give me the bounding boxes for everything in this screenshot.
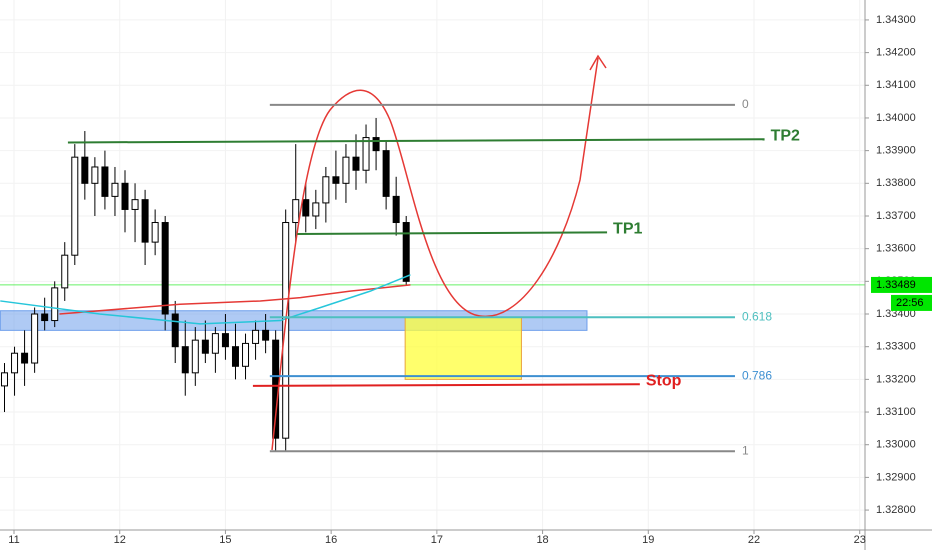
candle-body	[191, 339, 199, 374]
x-tick-label: 18	[536, 534, 548, 546]
candle-body	[292, 199, 300, 224]
x-tick-label: 17	[431, 534, 443, 546]
y-tick-label: 1.33200	[876, 373, 916, 385]
candle-body	[161, 222, 169, 315]
candle-body	[171, 313, 179, 348]
candle-body	[181, 346, 189, 374]
candle-body	[201, 339, 209, 354]
candle-body	[302, 199, 310, 217]
candle-body	[332, 176, 340, 184]
x-tick-label: 16	[325, 534, 337, 546]
y-tick-label: 1.34100	[876, 79, 916, 91]
y-tick-label: 1.32800	[876, 504, 916, 516]
x-tick-label: 22	[748, 534, 760, 546]
candle-body	[151, 222, 159, 243]
level-line	[67, 138, 765, 144]
fib-label: 1	[742, 443, 749, 457]
level-line	[297, 231, 608, 235]
time-tag-label: 22:56	[896, 297, 924, 309]
x-tick-label: 23	[854, 534, 866, 546]
y-tick-label: 1.32900	[876, 471, 916, 483]
candle-body	[211, 333, 219, 354]
candle-body	[111, 182, 119, 197]
candle-body	[61, 254, 69, 289]
projection-curve	[271, 54, 607, 451]
plot	[0, 117, 411, 452]
candle-body	[322, 176, 330, 204]
candle-body	[21, 352, 29, 364]
moving-average	[0, 274, 411, 325]
candle-body	[312, 202, 320, 217]
x-tick-label: 19	[642, 534, 654, 546]
y-tick-label: 1.33300	[876, 341, 916, 353]
y-tick-label: 1.34000	[876, 112, 916, 124]
y-tick-label: 1.33100	[876, 406, 916, 418]
candle-body	[51, 287, 59, 322]
candle-body	[71, 156, 79, 256]
y-tick-label: 1.33800	[876, 177, 916, 189]
x-tick-label: 11	[8, 534, 19, 546]
candle-body	[262, 329, 270, 341]
candle-body	[282, 222, 290, 439]
candle-body	[141, 199, 149, 243]
annotations: 0 0.618 0.786 1 TP2 TP1 Stop	[67, 97, 800, 457]
candle-body	[402, 222, 410, 282]
candle-body	[392, 195, 400, 224]
grid	[0, 0, 865, 530]
candle-body	[362, 137, 370, 171]
y-tick-label: 1.34200	[876, 47, 916, 59]
candle-body	[352, 156, 360, 171]
candle-body	[231, 346, 239, 367]
fib-label: 0.786	[742, 368, 772, 382]
level-line	[252, 383, 640, 387]
candle-body	[372, 137, 380, 152]
candle-body	[221, 333, 229, 348]
candle-body	[81, 156, 89, 184]
candle-body	[252, 329, 260, 344]
axis-labels: 1.32800 1.32900 1.33000 1.33100 1.33200 1.333…	[8, 14, 932, 546]
candle-body	[91, 166, 99, 184]
price-tag	[871, 276, 932, 293]
level-label: TP1	[613, 221, 642, 238]
y-tick-label: 1.33900	[876, 145, 916, 157]
y-tick-label: 1.33600	[876, 243, 916, 255]
candle-body	[0, 372, 8, 387]
candle-body	[31, 313, 39, 364]
candle-body	[11, 352, 19, 374]
price-tag-label: 1.33489	[876, 279, 916, 291]
fib-label: 0	[742, 97, 749, 111]
y-tick-label: 1.33000	[876, 439, 916, 451]
level-label: Stop	[646, 372, 682, 389]
x-tick-label: 12	[114, 534, 126, 546]
candle-body	[101, 166, 109, 197]
candle-body	[41, 313, 49, 322]
candle-body	[382, 150, 390, 197]
moving-average	[59, 284, 411, 315]
x-tick-label: 15	[219, 534, 231, 546]
box	[404, 316, 522, 380]
y-tick-label: 1.33700	[876, 210, 916, 222]
candle-body	[131, 199, 139, 210]
candle-body	[342, 156, 350, 184]
time-tag	[891, 294, 932, 311]
candle-body	[121, 182, 129, 210]
level-label: TP2	[771, 127, 800, 144]
candle-body	[242, 342, 250, 367]
y-tick-label: 1.34300	[876, 14, 916, 26]
fib-label: 0.618	[742, 309, 772, 323]
